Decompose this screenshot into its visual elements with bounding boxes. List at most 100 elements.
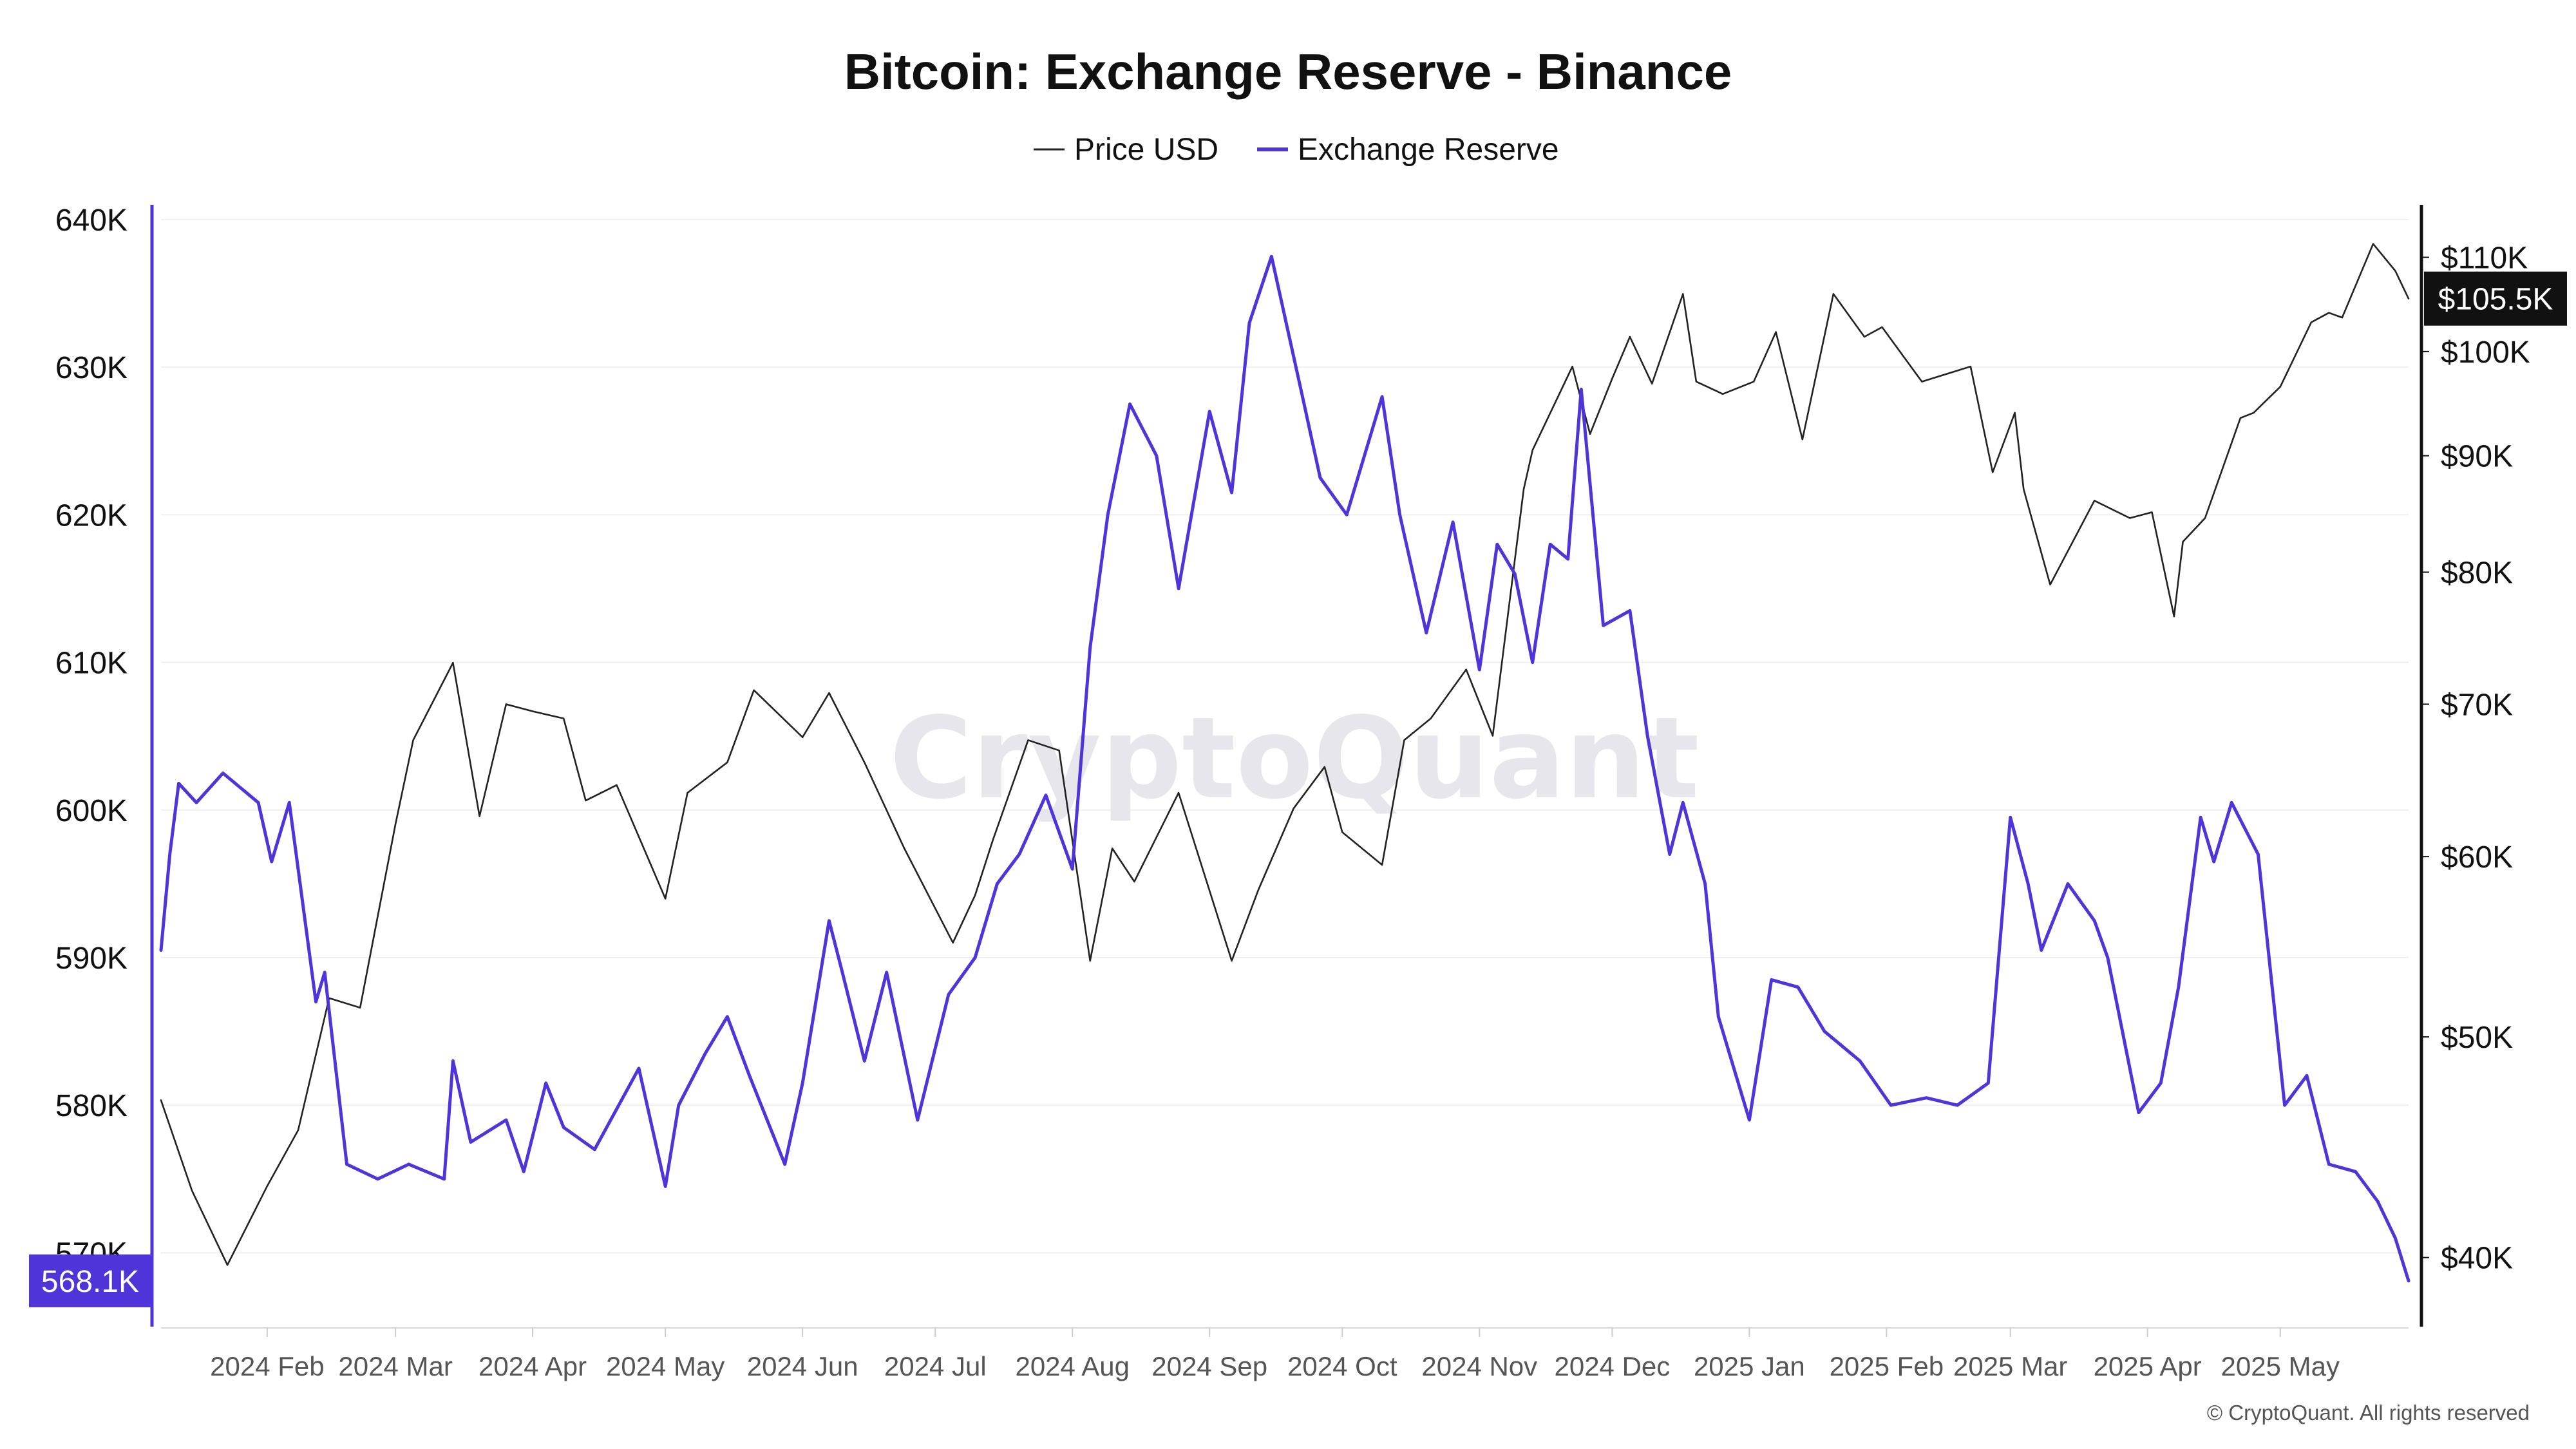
reserve-point	[314, 1000, 318, 1004]
watermark: CryptoQuant	[889, 694, 1700, 824]
reserve-point	[1208, 410, 1211, 413]
price-point	[1177, 791, 1180, 795]
price-point	[265, 1184, 269, 1188]
reserve-point	[725, 1015, 729, 1019]
price-point	[2049, 583, 2052, 587]
reserve-point	[1628, 609, 1632, 612]
reserve-point	[1398, 513, 1402, 516]
y-right-tick-label: $70K	[2441, 688, 2513, 722]
reserve-point	[287, 800, 291, 804]
reserve-point	[1796, 985, 1800, 989]
price-point	[1880, 325, 1884, 329]
reserve-point	[1579, 388, 1583, 392]
price-point	[752, 688, 756, 692]
reserve-point	[1477, 668, 1481, 672]
reserve-point	[1088, 646, 1092, 650]
price-point	[451, 661, 455, 665]
reserve-point	[1247, 321, 1251, 325]
series-line-price-usd	[160, 243, 2410, 1266]
reserve-point	[1301, 395, 1305, 399]
reserve-point	[2106, 956, 2110, 960]
reserve-point	[1955, 1103, 1959, 1107]
current-reserve-label: 568.1K	[41, 1265, 139, 1299]
price-point	[2340, 316, 2344, 319]
reserve-point	[800, 1081, 804, 1085]
reserve-point	[885, 971, 889, 974]
x-tick-label: 2024 Dec	[1554, 1351, 1670, 1381]
price-point	[1650, 382, 1654, 386]
x-tick-label: 2024 Oct	[1287, 1351, 1397, 1381]
current-reserve-badge-bg	[29, 1254, 151, 1307]
price-point	[1721, 392, 1725, 396]
price-point	[1491, 734, 1495, 738]
reserve-point	[1548, 542, 1552, 546]
reserve-point	[1318, 476, 1322, 480]
reserve-point	[1070, 867, 1074, 871]
legend: Price USD Exchange Reserve	[1034, 133, 1559, 167]
price-point	[663, 897, 667, 901]
y-left-tick-label: 630K	[55, 351, 128, 385]
reserve-point	[995, 882, 999, 886]
price-point	[296, 1128, 300, 1132]
reserve-point	[168, 853, 172, 857]
price-point	[2172, 614, 2176, 618]
reserve-point	[1380, 395, 1384, 399]
y-right-tick-label: $90K	[2441, 440, 2513, 474]
price-point	[1531, 448, 1535, 452]
reserve-point	[256, 800, 260, 804]
price-point	[973, 893, 977, 897]
x-tick-label: 2024 Feb	[210, 1351, 324, 1381]
y-left-tick-label: 580K	[55, 1089, 128, 1123]
reserve-point	[504, 1118, 508, 1122]
legend-label-exchange-reserve: Exchange Reserve	[1298, 133, 1559, 167]
price-point	[2022, 488, 2025, 491]
x-tick-label: 2025 May	[2221, 1351, 2340, 1381]
reserve-point	[221, 772, 225, 775]
x-tick-label: 2024 Sep	[1151, 1351, 1267, 1381]
price-point	[1681, 292, 1685, 296]
reserve-point	[973, 956, 977, 960]
price-point	[1057, 748, 1061, 752]
reserve-point	[2212, 860, 2216, 864]
price-point	[1920, 380, 1924, 384]
reserve-point	[1645, 734, 1649, 738]
reserve-point	[1495, 542, 1499, 546]
reserve-point	[522, 1170, 526, 1173]
price-point	[159, 1098, 163, 1102]
x-tick-label: 2025 Jan	[1694, 1351, 1805, 1381]
reserve-point	[592, 1148, 596, 1151]
reserve-point	[1986, 1081, 1990, 1085]
reserve-point	[2354, 1170, 2358, 1173]
reserve-point	[194, 800, 198, 804]
y-right-tick-label: $50K	[2441, 1021, 2513, 1055]
reserve-point	[1044, 793, 1048, 797]
reserve-point	[783, 1162, 787, 1166]
reserve-point	[376, 1177, 380, 1181]
reserve-point	[2159, 1081, 2163, 1085]
current-price-label: $105.5K	[2438, 283, 2553, 317]
price-point	[1694, 380, 1698, 384]
reserve-point	[1230, 491, 1234, 495]
reserve-point	[637, 1066, 641, 1070]
price-point	[2393, 269, 2397, 273]
reserve-point	[1858, 1059, 1862, 1063]
price-point	[584, 799, 588, 802]
reserve-point	[1513, 572, 1517, 576]
reserve-point	[544, 1081, 548, 1085]
reserve-point	[2376, 1199, 2380, 1203]
price-point	[1088, 959, 1092, 963]
x-tick-label: 2024 Aug	[1015, 1351, 1130, 1381]
price-point	[2252, 411, 2256, 415]
price-point	[1522, 488, 1526, 491]
price-point	[1801, 437, 1804, 441]
current-reserve-badge: 568.1K	[29, 1254, 151, 1307]
price-point	[1340, 830, 1344, 834]
current-price-badge: $105.5K	[2424, 271, 2567, 326]
reserve-point	[2040, 949, 2043, 952]
price-point	[1403, 738, 1406, 742]
y-left-tick-label: 610K	[55, 647, 128, 681]
price-point	[1230, 959, 1234, 963]
y-left-tick-label: 590K	[55, 942, 128, 976]
price-point	[827, 691, 831, 695]
price-point	[1628, 335, 1632, 339]
